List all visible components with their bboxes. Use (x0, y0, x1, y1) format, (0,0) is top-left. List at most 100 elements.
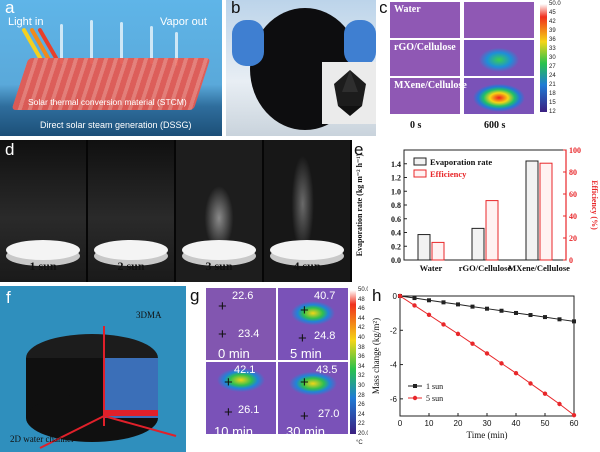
colorbar-tick-label: 21 (549, 82, 556, 88)
colorbar (350, 290, 356, 434)
folded-origami-inset (322, 62, 376, 124)
label-3-sun: 3 sun (205, 259, 233, 273)
colorbar-tick-label: 28 (358, 392, 365, 399)
colorbar-tick-label: 36 (358, 354, 365, 361)
panel-g-thermal-images: g 22.6 23.4 0 min 40.7 24.8 5 min 42.1 2… (190, 286, 368, 452)
thermal-image (464, 40, 534, 76)
data-point (412, 303, 417, 308)
photo-1-sun (0, 140, 86, 282)
colorbar-tick-label: 46 (358, 306, 365, 313)
colorbar-tick-label: 50.0 (358, 287, 368, 293)
crosshair-icon: + (300, 374, 309, 391)
min-temp-0min: 23.4 (238, 328, 260, 340)
y-tick-label: 1.2 (391, 174, 401, 183)
thermal-image (464, 2, 534, 38)
data-point (427, 298, 431, 303)
time-30min: 30 min (286, 424, 326, 439)
colorbar-tick-label: 34 (358, 363, 365, 370)
colorbar-tick-label: 50.0 (549, 1, 561, 7)
colorbar-tick-label: 48 (358, 296, 365, 303)
epe-foam-label: EPE foam (98, 426, 135, 436)
data-point (441, 322, 446, 327)
colorbar-tick-label: 40 (358, 335, 365, 341)
thermal-image-10min (206, 362, 276, 434)
panel-label-h: h (372, 286, 382, 305)
colorbar-tick-label: 38 (358, 344, 365, 351)
3dma-label: 3DMA (136, 310, 162, 320)
x-tick-label: 40 (512, 419, 521, 428)
x-tick-label: 0 (398, 419, 403, 428)
bar-evaporation-rate (417, 234, 431, 261)
y-tick-label: 0.8 (391, 201, 401, 210)
y-tick-label: 0.2 (391, 242, 401, 251)
evaporation-chart: 0.0 0.2 0.4 0.6 0.8 1.0 1.2 1.4 0 20 40 60 80 100 Wate… (355, 146, 599, 273)
thermal-image-0min (206, 288, 276, 360)
crosshair-icon: + (224, 374, 233, 391)
y-right-tick-label: 60 (569, 190, 577, 199)
data-point (557, 317, 562, 322)
stcm-label: Solar thermal conversion material (STCM) (28, 97, 187, 107)
y-tick-label: 0.0 (391, 256, 401, 265)
max-temp-0min: 22.6 (232, 290, 254, 302)
data-point (485, 306, 489, 311)
crosshair-icon: + (300, 302, 309, 319)
panel-e-chart: e 0.0 0.2 0.4 0.6 0.8 1.0 1.2 1.4 0 20 40 60 80 100 Wa… (352, 138, 600, 286)
time-10min: 10 min (214, 424, 254, 439)
steam-icon (150, 26, 153, 64)
panel-a-illustration: a Light in Vapor out Solar thermal conve… (0, 0, 222, 136)
legend-label-evaporation: Evaporation rate (430, 157, 492, 167)
colorbar-tick-label: 22 (358, 421, 365, 428)
panel-label-d: d (5, 140, 15, 159)
y-tick-label: 0 (393, 292, 398, 301)
label-2-sun: 2 sun (117, 259, 145, 273)
time-label-600s: 600 s (484, 120, 506, 131)
y-tick-label: -6 (390, 395, 398, 404)
colorbar-tick-label: 18 (549, 91, 556, 97)
right-glove (344, 20, 376, 66)
data-point (528, 381, 533, 386)
x-tick-label: 60 (570, 419, 579, 428)
data-point (571, 412, 577, 418)
legend-label-5-sun: 5 sun (426, 394, 443, 403)
petri-dish (6, 240, 80, 260)
data-point (542, 391, 548, 396)
y-right-tick-label: 100 (569, 146, 581, 155)
data-point (484, 351, 490, 356)
steam-icon (120, 22, 123, 64)
bar-efficiency (431, 241, 445, 261)
colorbar-tick-label: 39 (549, 28, 556, 34)
max-temp-30min: 43.5 (316, 364, 338, 376)
colorbar-tick-label: 42 (358, 325, 365, 332)
steam-icon (175, 32, 178, 66)
data-point (470, 304, 475, 309)
thermal-image (390, 2, 460, 38)
data-point (426, 312, 432, 318)
row-label-mxene: MXene/Cellulose (394, 80, 467, 91)
data-point (470, 341, 475, 346)
data-point (455, 331, 461, 337)
photo-2-sun (88, 140, 174, 282)
legend-marker-5-sun (412, 395, 418, 401)
y-tick-label: -2 (390, 326, 398, 335)
row-label-rgo: rGO/Cellulose (394, 42, 456, 53)
x-tick-label: 20 (454, 419, 463, 428)
vapor-out-label: Vapor out (160, 16, 207, 28)
y-tick-label: -4 (390, 361, 398, 370)
min-temp-30min: 27.0 (318, 408, 340, 420)
crosshair-icon: + (218, 326, 227, 343)
data-point (513, 370, 519, 376)
data-point (397, 293, 403, 299)
y-tick-label: 1.4 (391, 160, 401, 169)
y-tick-label: 1.0 (391, 187, 401, 196)
y-tick-label: 0.6 (391, 215, 401, 224)
3d-device-sketch (26, 326, 177, 449)
panel-label-f: f (6, 288, 11, 307)
legend-label-1-sun: 1 sun (426, 382, 443, 391)
colorbar-tick-label: 30 (549, 55, 556, 61)
panel-label-c: c (380, 0, 388, 17)
data-point (557, 401, 562, 407)
colorbar-tick-label: 15 (549, 100, 556, 106)
row-label-water: Water (394, 4, 421, 15)
x-category-label: Water (420, 263, 443, 273)
data-point (441, 300, 446, 305)
